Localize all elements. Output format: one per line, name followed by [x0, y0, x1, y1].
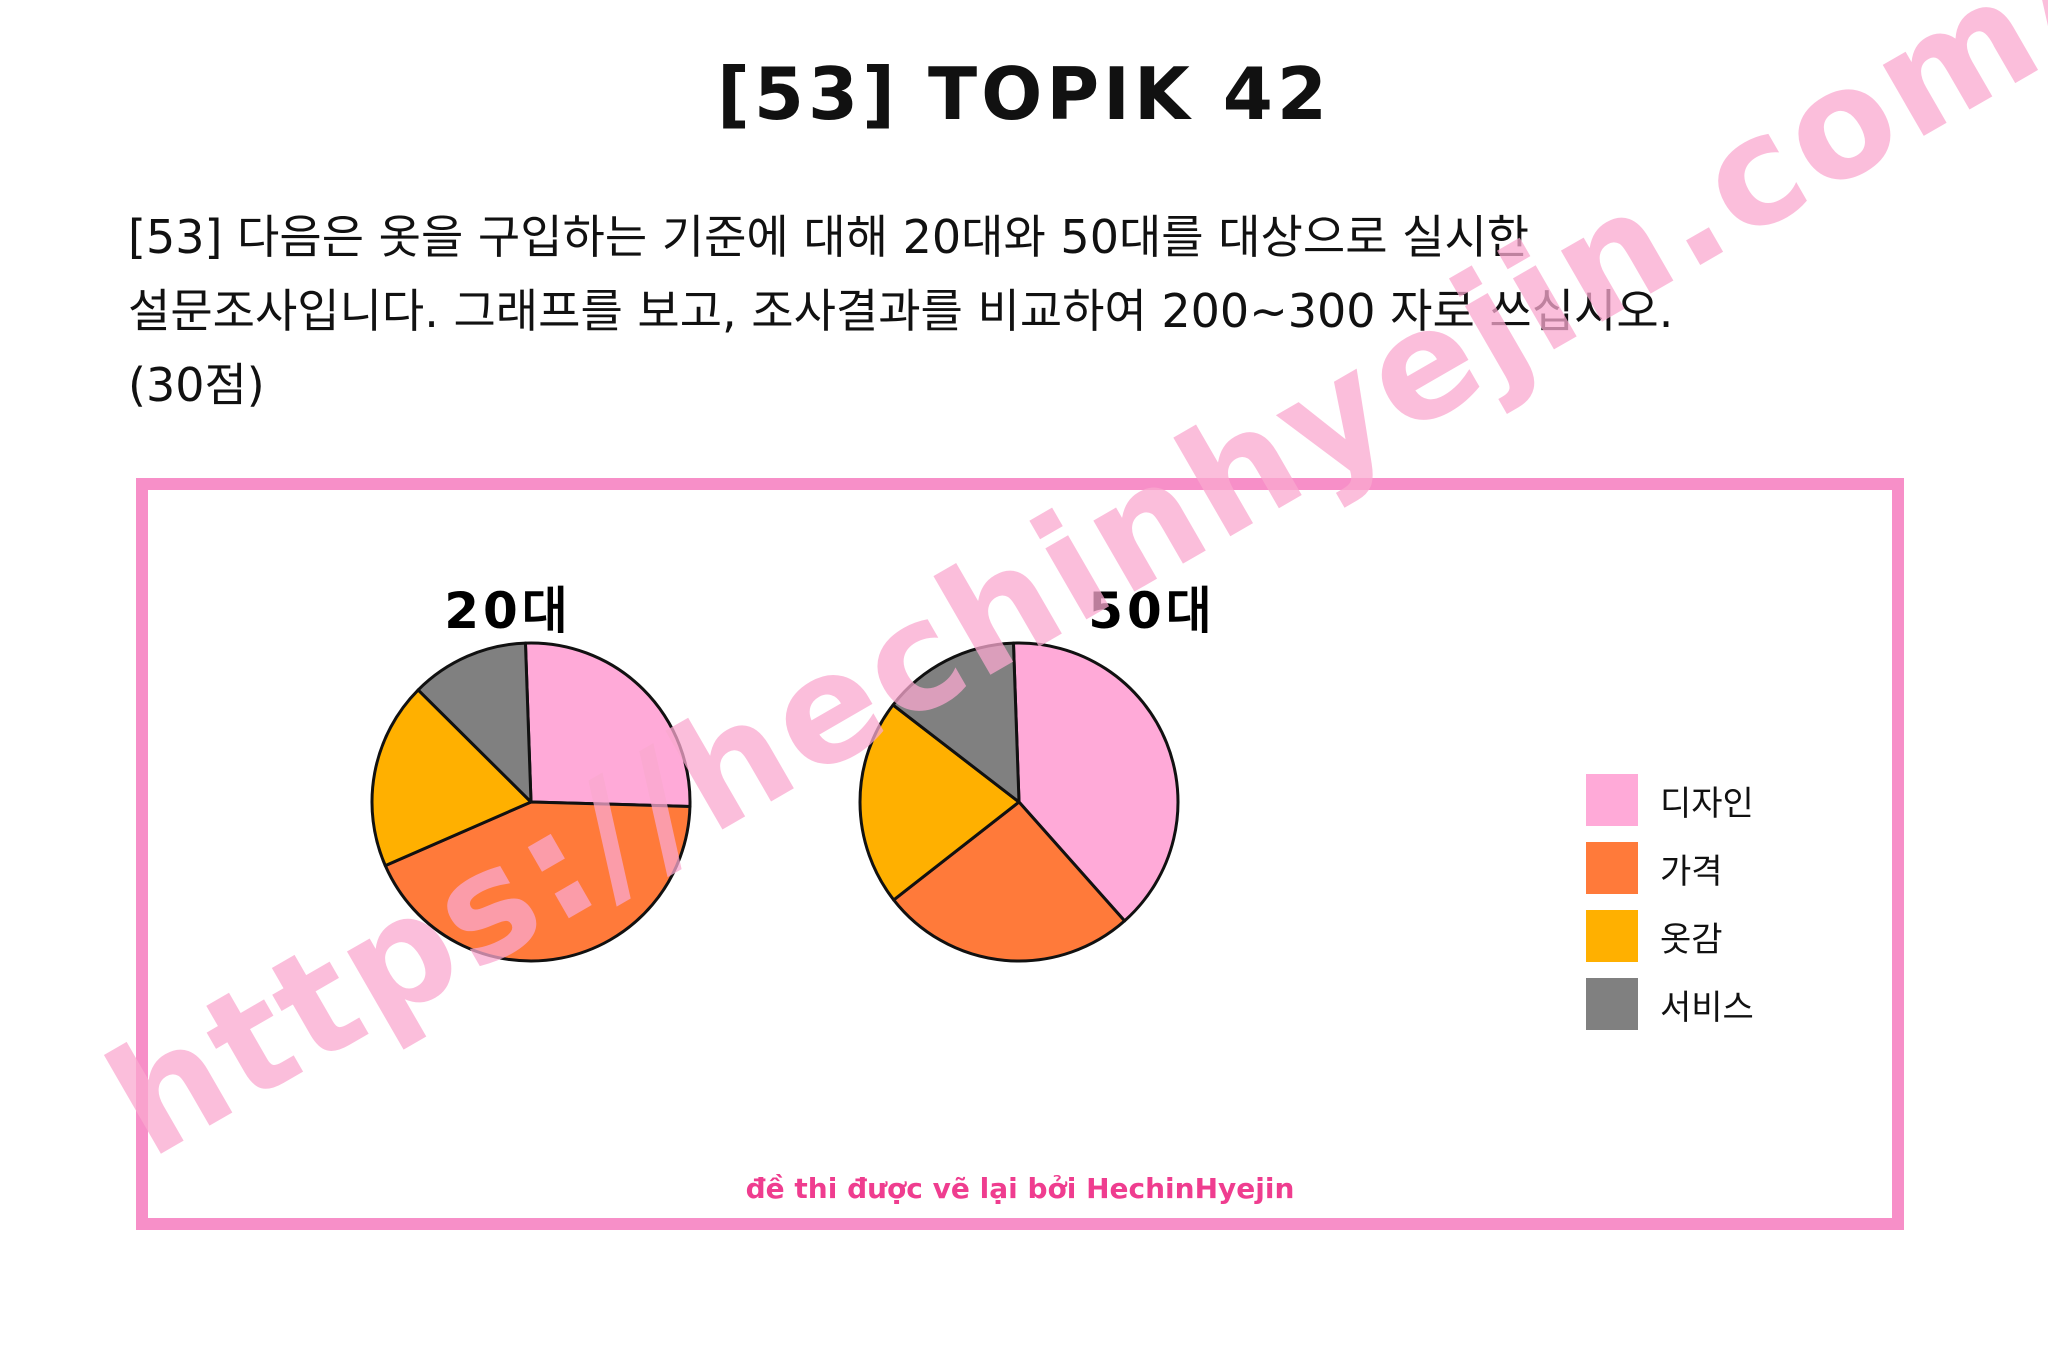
question-line-3: (30점)	[128, 358, 265, 412]
legend-item-fabric: 옷감	[1586, 910, 1754, 962]
legend-label-fabric: 옷감	[1660, 919, 1723, 960]
pie-slice-50s-price	[892, 800, 1127, 963]
page-title: [53] TOPIK 42	[716, 52, 1331, 136]
pie-charts-canvas: 20대 50대	[370, 582, 1216, 963]
pie-slice-50s-design	[1011, 641, 1180, 923]
pie-slice-20s-price	[383, 800, 692, 963]
legend-label-service: 서비스	[1660, 987, 1754, 1028]
pie-title-20s: 20대	[444, 582, 572, 640]
legend-swatch-fabric	[1586, 910, 1638, 962]
legend-swatch-design	[1586, 774, 1638, 826]
legend-item-price: 가격	[1586, 842, 1754, 894]
legend-item-service: 서비스	[1586, 978, 1754, 1030]
legend-label-price: 가격	[1660, 851, 1723, 892]
legend-item-design: 디자인	[1586, 774, 1754, 826]
question-line-1: [53] 다음은 옷을 구입하는 기준에 대해 20대와 50대를 대상으로 실…	[128, 210, 1530, 264]
pie-slice-50s-service	[891, 641, 1021, 804]
pie-slice-50s-fabric	[858, 703, 1021, 902]
legend-swatch-service	[1586, 978, 1638, 1030]
credit-text: đề thi được vẽ lại bởi HechinHyejin	[745, 1172, 1295, 1205]
legend-swatch-price	[1586, 842, 1638, 894]
pie-chart-20s	[370, 641, 692, 963]
legend: 디자인 가격 옷감 서비스	[1586, 774, 1754, 1046]
question-text: [53] 다음은 옷을 구입하는 기준에 대해 20대와 50대를 대상으로 실…	[128, 200, 1948, 422]
pie-title-50s: 50대	[1088, 582, 1216, 640]
pie-chart-50s	[858, 641, 1180, 963]
question-line-2: 설문조사입니다. 그래프를 보고, 조사결과를 비교하여 200~300 자로 …	[128, 284, 1674, 338]
pie-slice-20s-design	[523, 641, 692, 808]
chart-frame: 20대 50대 디자인 가격 옷감 서비스 đề thi được vẽ lại…	[136, 478, 1904, 1230]
pie-slice-20s-fabric	[370, 688, 533, 868]
pie-slice-20s-service	[416, 641, 533, 804]
legend-label-design: 디자인	[1660, 783, 1754, 824]
